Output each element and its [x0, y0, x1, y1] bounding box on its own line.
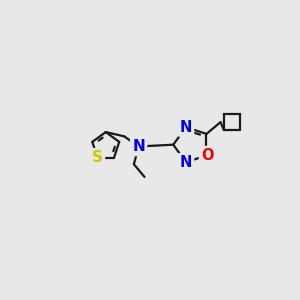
Text: S: S	[92, 150, 103, 165]
Text: N: N	[132, 139, 145, 154]
Text: N: N	[180, 155, 192, 170]
Text: N: N	[180, 120, 192, 135]
Text: O: O	[201, 148, 213, 163]
